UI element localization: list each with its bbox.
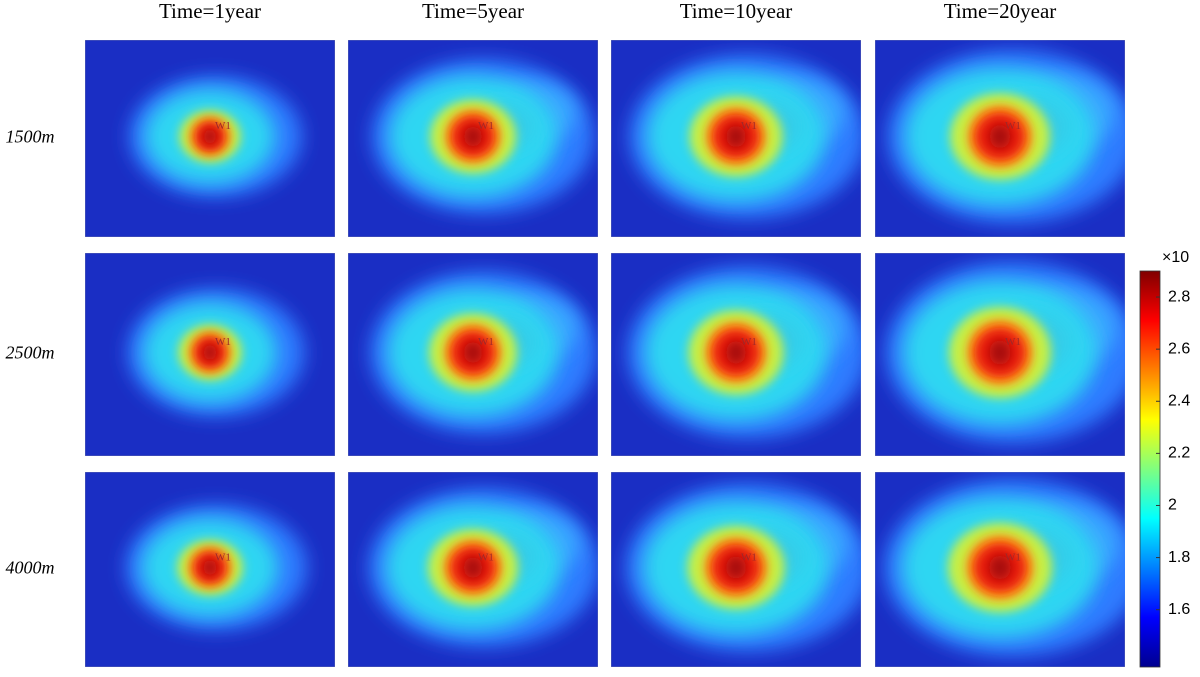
plume (726, 125, 746, 148)
heatmap-panel (611, 40, 861, 237)
heatmap-panel (348, 40, 598, 237)
heatmap-panel (85, 253, 335, 456)
well-label: W1 (478, 336, 494, 348)
heatmap-panel (348, 472, 598, 667)
plume (463, 341, 483, 364)
well-label: W1 (741, 551, 757, 563)
heatmap-panel (875, 472, 1125, 667)
colorbar-tick-label: 1.8 (1168, 549, 1190, 566)
colorbar-tick-label: 2.4 (1168, 392, 1190, 409)
column-header: Time=5year (422, 0, 524, 23)
colorbar-tick-label: 2 (1168, 497, 1177, 514)
plume (989, 340, 1011, 365)
well-label: W1 (215, 551, 231, 563)
row-label: 1500m (6, 127, 55, 147)
plume (203, 129, 217, 145)
well-label: W1 (741, 336, 757, 348)
heatmap-panel (611, 472, 861, 667)
well-label: W1 (215, 120, 231, 132)
heatmap-panel (875, 253, 1125, 456)
heatmap-panel (875, 40, 1125, 237)
heatmap-panel (611, 253, 861, 456)
colorbar-tick-label: 2.8 (1168, 288, 1190, 305)
heatmap-panel (85, 472, 335, 667)
heatmap-panel (348, 253, 598, 456)
well-label: W1 (215, 336, 231, 348)
plume (203, 344, 217, 361)
heatmap-panel (85, 40, 335, 237)
column-header: Time=10year (680, 0, 793, 23)
plume (989, 555, 1011, 580)
well-label: W1 (1005, 336, 1021, 348)
plume (463, 556, 483, 579)
colorbar-label: ×10 (1162, 249, 1189, 266)
row-label: 2500m (6, 343, 55, 363)
plume (725, 556, 747, 579)
plume (726, 340, 746, 365)
well-label: W1 (478, 120, 494, 132)
column-header: Time=20year (944, 0, 1057, 23)
colorbar-tick-label: 2.2 (1168, 445, 1190, 462)
plume (203, 559, 217, 576)
colorbar (1139, 270, 1161, 668)
well-label: W1 (1005, 120, 1021, 132)
well-label: W1 (478, 551, 494, 563)
colorbar-tick-label: 1.6 (1168, 601, 1190, 618)
well-label: W1 (741, 120, 757, 132)
plume (464, 126, 482, 147)
column-header: Time=1year (159, 0, 261, 23)
colorbar-tick-label: 2.6 (1168, 340, 1190, 357)
well-label: W1 (1005, 551, 1021, 563)
plume (989, 124, 1011, 149)
row-label: 4000m (6, 558, 55, 578)
